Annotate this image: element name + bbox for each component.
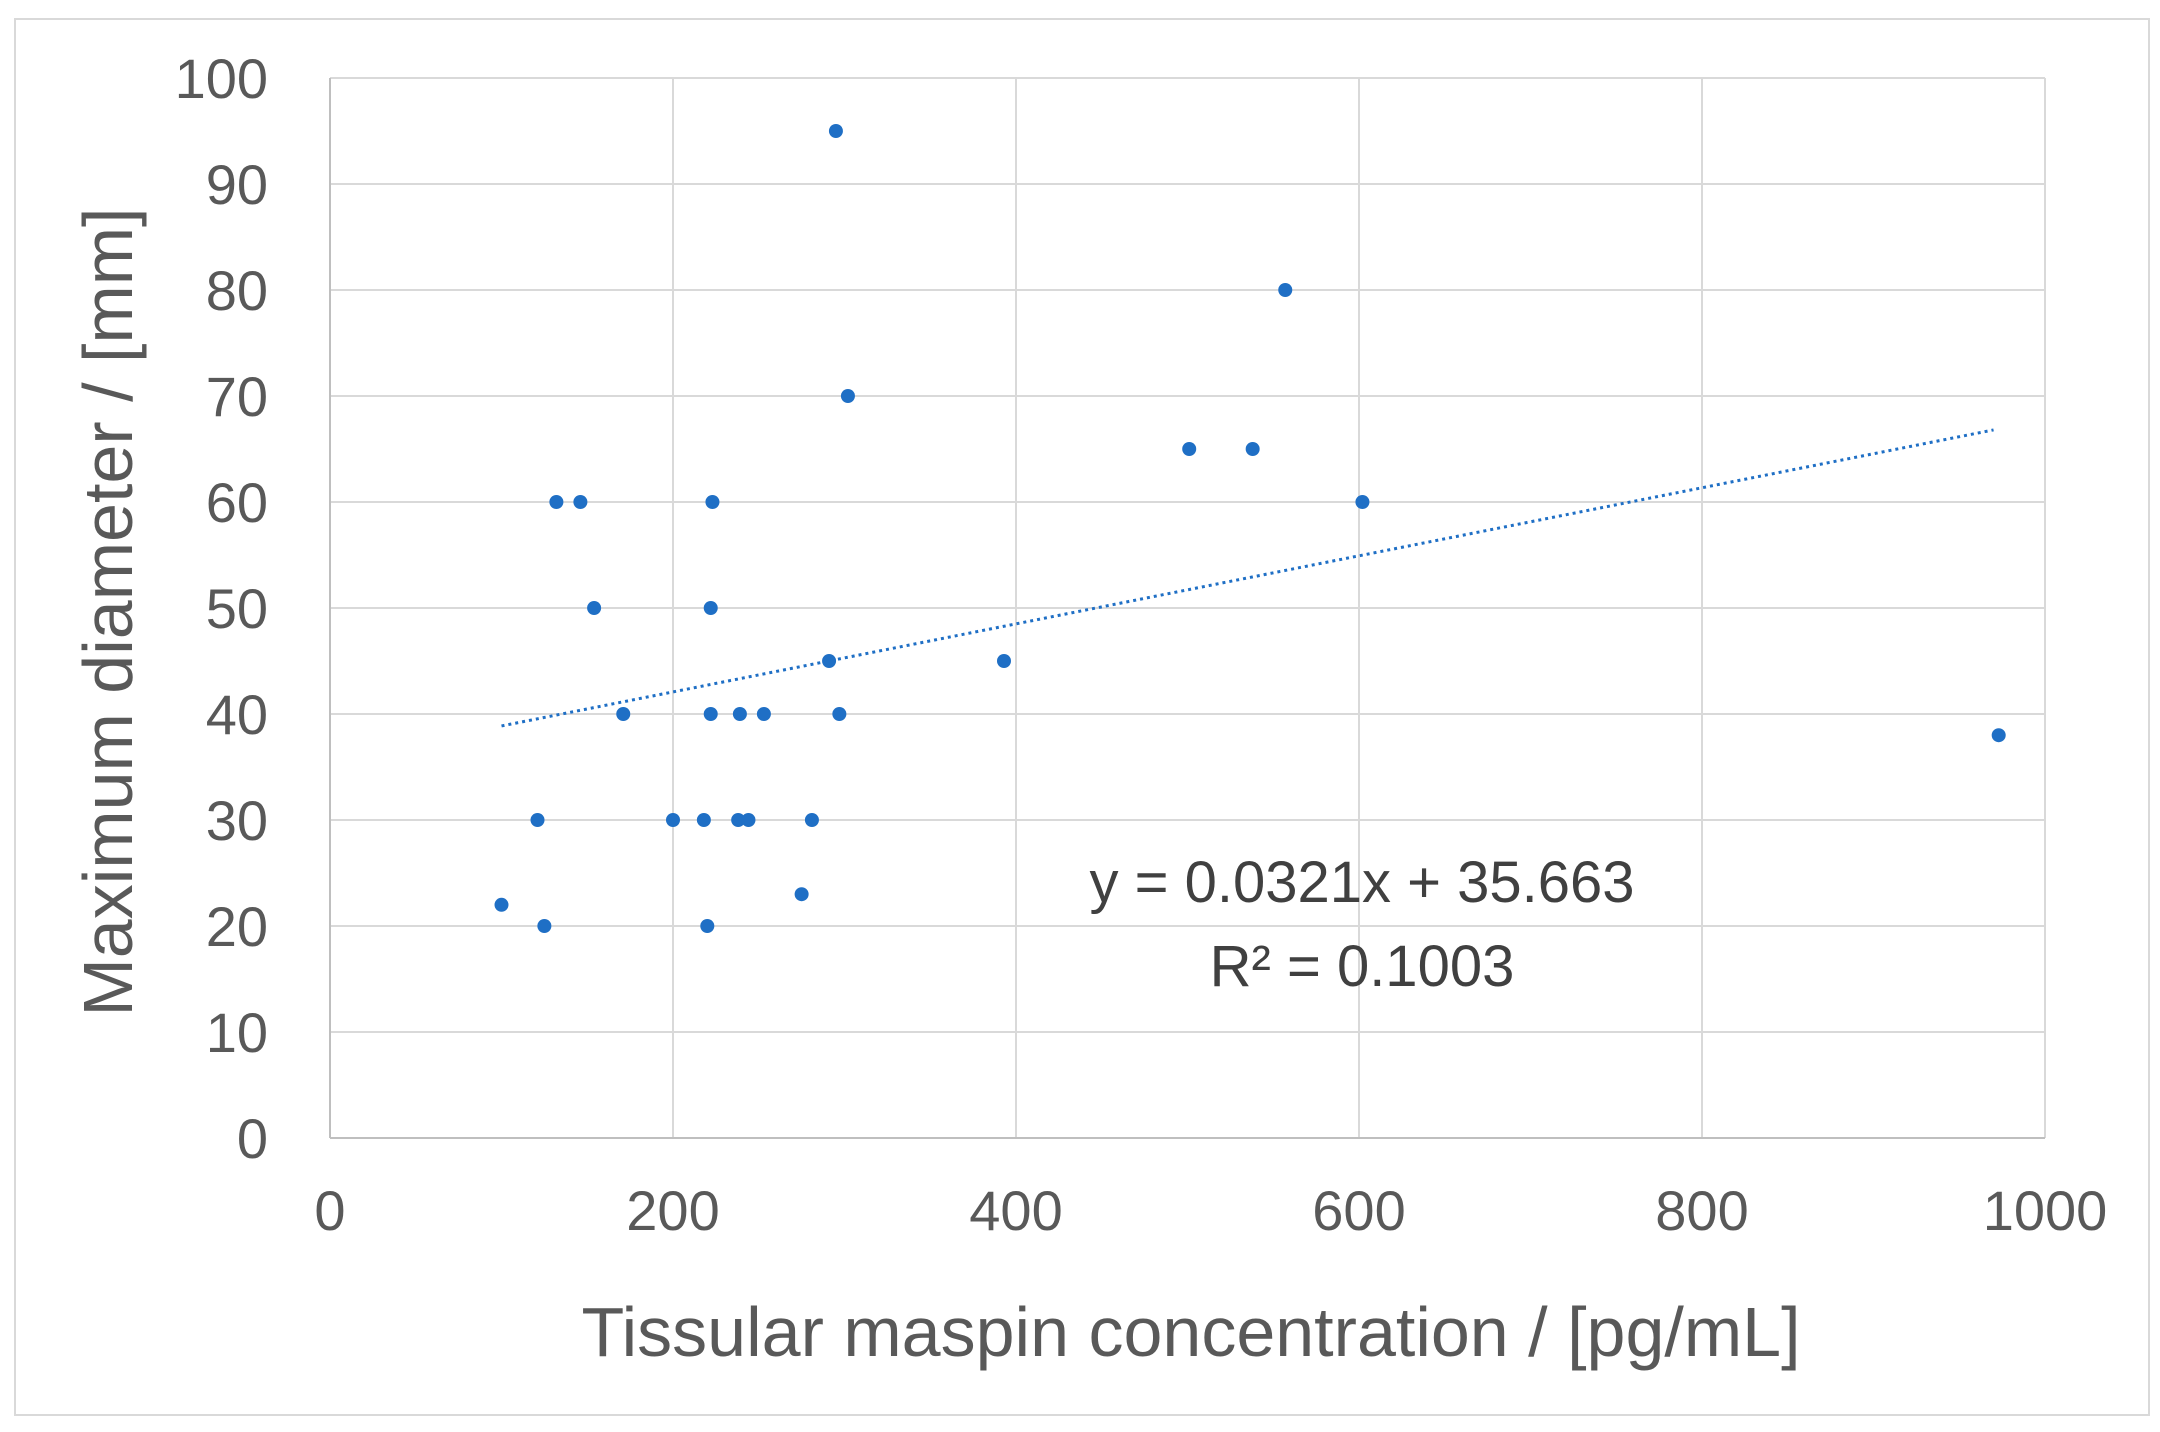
y-tick-label: 70 [206, 365, 268, 428]
data-point [996, 654, 1011, 668]
y-tick-label: 80 [206, 259, 268, 322]
trendline-equation: y = 0.0321x + 35.663 [1090, 850, 1635, 915]
data-point [587, 601, 602, 615]
data-point [666, 813, 680, 827]
data-point [732, 707, 747, 721]
trendline-r-squared: R² = 0.1003 [1210, 934, 1515, 999]
data-point [840, 389, 855, 403]
x-tick-label: 0 [314, 1179, 345, 1242]
y-tick-label: 0 [237, 1107, 268, 1170]
chart-frame [14, 18, 2150, 1416]
data-point [1355, 495, 1370, 509]
data-point [703, 601, 718, 615]
y-tick-label: 100 [175, 47, 268, 110]
x-tick-labels: 0 200 400 600 800 1000 [314, 1179, 2107, 1242]
data-point [549, 495, 564, 509]
data-point [700, 919, 715, 933]
data-points [494, 124, 2006, 933]
data-point [1245, 442, 1260, 456]
y-tick-label: 10 [206, 1001, 268, 1064]
data-point [696, 813, 711, 827]
y-tick-label: 20 [206, 895, 268, 958]
data-point [1182, 442, 1197, 456]
x-tick-label: 200 [626, 1179, 719, 1242]
y-tick-label: 40 [206, 683, 268, 746]
data-point [573, 495, 588, 509]
data-point [731, 813, 746, 827]
trendline [501, 428, 1994, 728]
x-tick-label: 600 [1312, 1179, 1405, 1242]
x-tick-label: 1000 [1983, 1179, 2108, 1242]
y-tick-label: 90 [206, 153, 268, 216]
y-axis-title: Maximum diameter / [mm] [69, 208, 147, 1017]
data-point [822, 654, 837, 668]
y-tick-label: 50 [206, 577, 268, 640]
x-tick-label: 400 [969, 1179, 1062, 1242]
data-point [537, 919, 552, 933]
data-point [741, 813, 756, 827]
data-point [828, 124, 843, 138]
axes [329, 78, 2045, 1139]
data-point [794, 887, 809, 902]
x-axis-title: Tissular maspin concentration / [pg/mL] [581, 1293, 1800, 1371]
data-point [530, 813, 545, 827]
data-point [832, 707, 847, 721]
data-point [705, 495, 720, 509]
data-point [703, 707, 718, 721]
y-tick-label: 60 [206, 471, 268, 534]
y-tick-labels: 0 10 20 30 40 50 60 70 80 90 100 [175, 47, 268, 1170]
x-tick-label: 800 [1655, 1179, 1748, 1242]
y-tick-label: 30 [206, 789, 268, 852]
data-point [756, 707, 771, 721]
gridlines [330, 77, 2046, 1138]
data-point [804, 813, 819, 827]
data-point [1278, 283, 1293, 297]
trendline-group [501, 428, 1994, 728]
data-point [494, 897, 509, 912]
data-point [616, 707, 631, 721]
data-point [1991, 728, 2006, 743]
